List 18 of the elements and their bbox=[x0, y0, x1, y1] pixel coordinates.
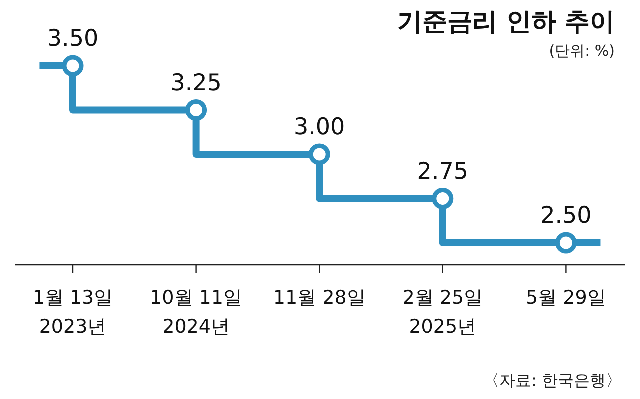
x-tick-label: 10월 11일 2024년 bbox=[150, 287, 243, 338]
point bbox=[186, 100, 208, 121]
x-tick-label: 2월 25일 2025년 bbox=[402, 287, 484, 338]
text: 〈자료: 한국은행〉 bbox=[484, 371, 622, 390]
point bbox=[308, 144, 330, 166]
x-tick-label: 5월 29일 bbox=[526, 287, 606, 309]
x-tick-label: 11월 28일 bbox=[273, 287, 366, 309]
x-tick-label: 1월 13일 2023년 bbox=[32, 287, 114, 338]
chart-title: 기준금리 인하 추이 bbox=[398, 7, 615, 36]
chart-subtitle: (단위: %) bbox=[549, 42, 615, 60]
data-label: 2.50 bbox=[540, 203, 592, 229]
data-label: 3.25 bbox=[170, 70, 222, 96]
point bbox=[432, 188, 454, 210]
point bbox=[62, 55, 84, 77]
data-label: 2.75 bbox=[417, 158, 469, 185]
data-label: 3.50 bbox=[47, 26, 99, 52]
point bbox=[555, 232, 577, 254]
data-label: 3.00 bbox=[294, 114, 346, 140]
